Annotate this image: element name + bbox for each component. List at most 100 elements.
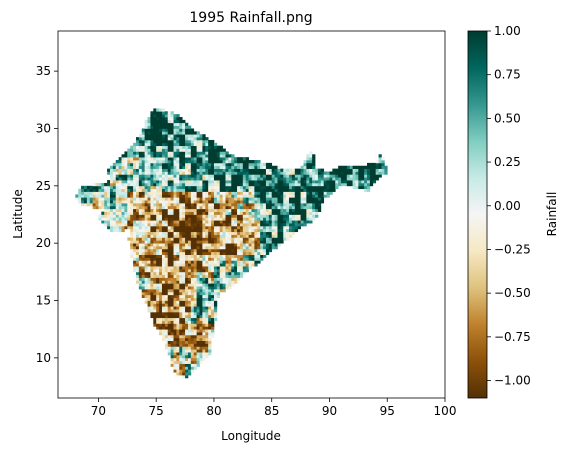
map-cell	[138, 182, 143, 187]
map-cell	[231, 168, 235, 172]
map-cell	[161, 257, 166, 261]
map-cell	[124, 160, 128, 164]
map-cell	[150, 311, 154, 316]
map-cell	[173, 225, 177, 230]
map-cell	[283, 211, 287, 215]
map-cell	[199, 240, 203, 244]
map-cell	[193, 194, 197, 198]
map-cell	[199, 157, 203, 161]
map-cell	[237, 246, 241, 250]
map-cell	[179, 171, 183, 175]
map-cell	[159, 114, 163, 118]
map-cell	[156, 119, 160, 124]
map-cell	[257, 197, 261, 201]
map-cell	[167, 248, 171, 253]
map-cell	[150, 122, 154, 126]
map-cell	[159, 329, 163, 333]
map-cell	[127, 168, 131, 172]
map-cell	[205, 349, 209, 353]
map-cell	[228, 177, 232, 181]
map-cell	[309, 185, 313, 190]
map-cell	[130, 231, 134, 235]
map-cell	[78, 200, 82, 204]
map-cell	[167, 194, 171, 198]
map-cell	[237, 260, 241, 264]
map-cell	[144, 291, 148, 296]
map-cell	[138, 234, 143, 238]
map-cell	[118, 185, 122, 190]
map-cell	[193, 162, 197, 167]
map-cell	[179, 128, 183, 132]
map-cell	[179, 240, 183, 244]
map-cell	[260, 240, 264, 244]
map-cell	[161, 203, 166, 207]
map-cell	[135, 182, 140, 187]
map-cell	[242, 188, 247, 192]
map-cell	[239, 228, 244, 233]
map-cell	[263, 168, 267, 172]
map-cell	[127, 185, 131, 190]
map-cell	[176, 283, 180, 287]
map-cell	[277, 208, 281, 212]
map-cell	[115, 168, 119, 172]
map-cell	[202, 291, 206, 296]
map-cell	[135, 254, 140, 258]
map-cell	[202, 260, 206, 264]
map-cell	[222, 240, 226, 244]
map-cell	[164, 334, 169, 339]
map-cell	[280, 203, 284, 207]
map-cell	[190, 320, 195, 324]
map-cell	[182, 323, 186, 327]
map-cell	[193, 274, 197, 278]
map-cell	[141, 240, 145, 244]
map-cell	[182, 185, 186, 190]
map-cell	[121, 165, 125, 169]
map-cell	[211, 257, 215, 261]
map-cell	[260, 171, 264, 175]
map-cell	[326, 188, 330, 192]
map-cell	[135, 154, 140, 158]
map-cell	[271, 223, 275, 227]
map-cell	[263, 217, 267, 221]
map-cell	[213, 185, 218, 190]
map-cell	[156, 240, 160, 244]
map-cell	[341, 165, 345, 169]
map-cell	[216, 251, 221, 255]
map-cell	[187, 369, 192, 373]
map-cell	[179, 160, 183, 164]
map-cell	[202, 283, 206, 287]
map-cell	[205, 297, 209, 301]
map-cell	[176, 309, 180, 313]
map-cell	[294, 200, 299, 204]
map-cell	[219, 165, 223, 169]
map-cell	[205, 254, 209, 258]
map-cell	[283, 191, 287, 195]
map-cell	[239, 225, 244, 230]
map-cell	[202, 165, 206, 169]
map-cell	[312, 182, 316, 187]
map-cell	[309, 174, 313, 178]
map-cell	[283, 203, 287, 207]
map-cell	[187, 306, 192, 310]
map-cell	[369, 180, 374, 184]
map-cell	[303, 217, 307, 221]
map-cell	[323, 180, 327, 184]
map-cell	[211, 246, 215, 250]
map-cell	[164, 266, 169, 270]
map-cell	[291, 220, 296, 224]
map-cell	[260, 165, 264, 169]
map-cell	[156, 231, 160, 235]
map-cell	[219, 257, 223, 261]
map-cell	[144, 180, 148, 184]
map-cell	[294, 214, 299, 218]
map-cell	[245, 188, 249, 192]
map-cell	[173, 268, 177, 273]
map-cell	[280, 168, 284, 172]
map-cell	[130, 243, 134, 247]
map-cell	[170, 234, 174, 238]
map-cell	[309, 217, 313, 221]
map-cell	[173, 237, 177, 241]
map-cell	[248, 180, 252, 184]
map-cell	[173, 211, 177, 215]
map-cell	[228, 266, 232, 270]
